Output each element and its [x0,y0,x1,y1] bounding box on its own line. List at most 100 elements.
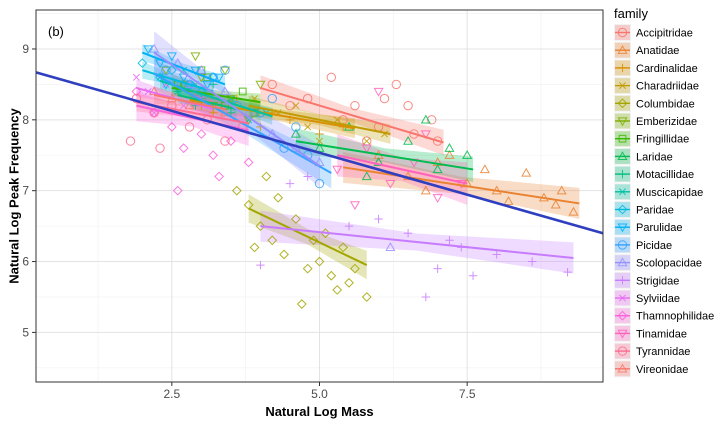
data-point [238,87,247,96]
data-point [338,242,349,253]
data-point [444,142,455,152]
data-point [333,116,341,124]
data-point [219,86,231,96]
data-point [462,150,473,159]
data-point [267,235,278,246]
data-point [568,206,579,216]
data-point [403,100,413,111]
y-tick-label: 6 [22,255,29,269]
data-point [290,128,301,138]
data-point [178,73,189,83]
data-point [208,150,219,161]
fit-line [153,51,321,167]
x-tick-label: 2.5 [164,387,181,401]
legend-label: Paridae [636,205,674,217]
legend-key [614,360,631,378]
legend-key [614,41,631,59]
fit-line [342,166,580,205]
legend-label: Cardinalidae [636,63,698,75]
data-point [361,171,372,181]
data-point [166,52,177,62]
data-point [385,242,396,252]
fit-line [153,94,226,111]
data-point [427,115,437,125]
legend-title: family [614,6,648,21]
legend-label: Charadriidae [636,81,699,93]
legend-key [614,130,631,148]
data-point [137,58,148,69]
data-point [143,45,154,55]
legend: family Accipitridae Anatidae Cardinalidae C… [614,6,714,378]
legend-label: Accipitridae [636,28,693,40]
data-point [178,143,189,154]
data-point [344,277,354,288]
data-point [373,87,384,97]
data-point [503,196,514,205]
data-point [172,185,183,196]
y-tick-label: 8 [22,113,29,127]
y-tick-label: 9 [22,42,29,56]
data-point [332,284,343,295]
data-point [468,271,478,280]
data-point [273,192,284,203]
data-point [363,137,371,145]
legend-key [614,77,631,95]
data-point [255,221,266,232]
legend-key [614,94,631,112]
legend-key [614,254,631,272]
data-point [433,264,442,273]
data-point [315,129,324,139]
legend-label: Anatidae [636,45,679,57]
data-point [521,167,532,177]
legend-label: Picidae [636,240,672,252]
data-point [267,79,277,90]
data-point [149,86,160,96]
data-point [373,157,384,166]
data-point [314,178,325,189]
data-point [420,130,431,140]
legend-label: Vireonidae [636,364,688,376]
data-point [267,93,277,104]
legend-key [614,24,631,41]
data-point [432,194,443,203]
data-point [420,185,431,195]
data-point [231,185,242,196]
data-point [303,172,312,181]
data-point [219,66,231,76]
data-point [226,108,236,117]
legend-key [614,218,631,236]
fit-line [153,72,332,174]
data-point [166,65,177,76]
fit-line [337,154,468,185]
data-point [243,107,254,117]
legend-label: Parulidae [636,222,682,234]
y-axis-title: Natural Log Peak Frequency [7,107,22,283]
fit-line [295,140,474,171]
data-point [256,260,265,270]
data-point [285,179,295,188]
legend-label: Muscicapidae [636,187,703,199]
data-point [479,164,490,174]
data-point [279,249,289,260]
data-point [225,94,236,104]
data-point [149,43,160,53]
legend-label: Laridae [636,151,673,163]
data-point [421,292,431,302]
data-point [302,263,313,274]
legend-key [614,147,631,165]
data-point [190,52,201,62]
legend-key [614,59,631,77]
legend-label: Thamnophilidae [636,311,714,323]
data-point [349,201,360,211]
data-point [326,72,337,83]
legend-key [614,342,631,360]
overall-fit-line [35,71,604,235]
data-point [249,242,260,253]
data-point [290,214,301,224]
data-point [220,65,230,75]
data-point [379,93,390,104]
data-point [361,292,372,302]
data-point [214,171,225,182]
legend-label: Scolopacidae [636,258,702,270]
data-point [527,257,537,266]
